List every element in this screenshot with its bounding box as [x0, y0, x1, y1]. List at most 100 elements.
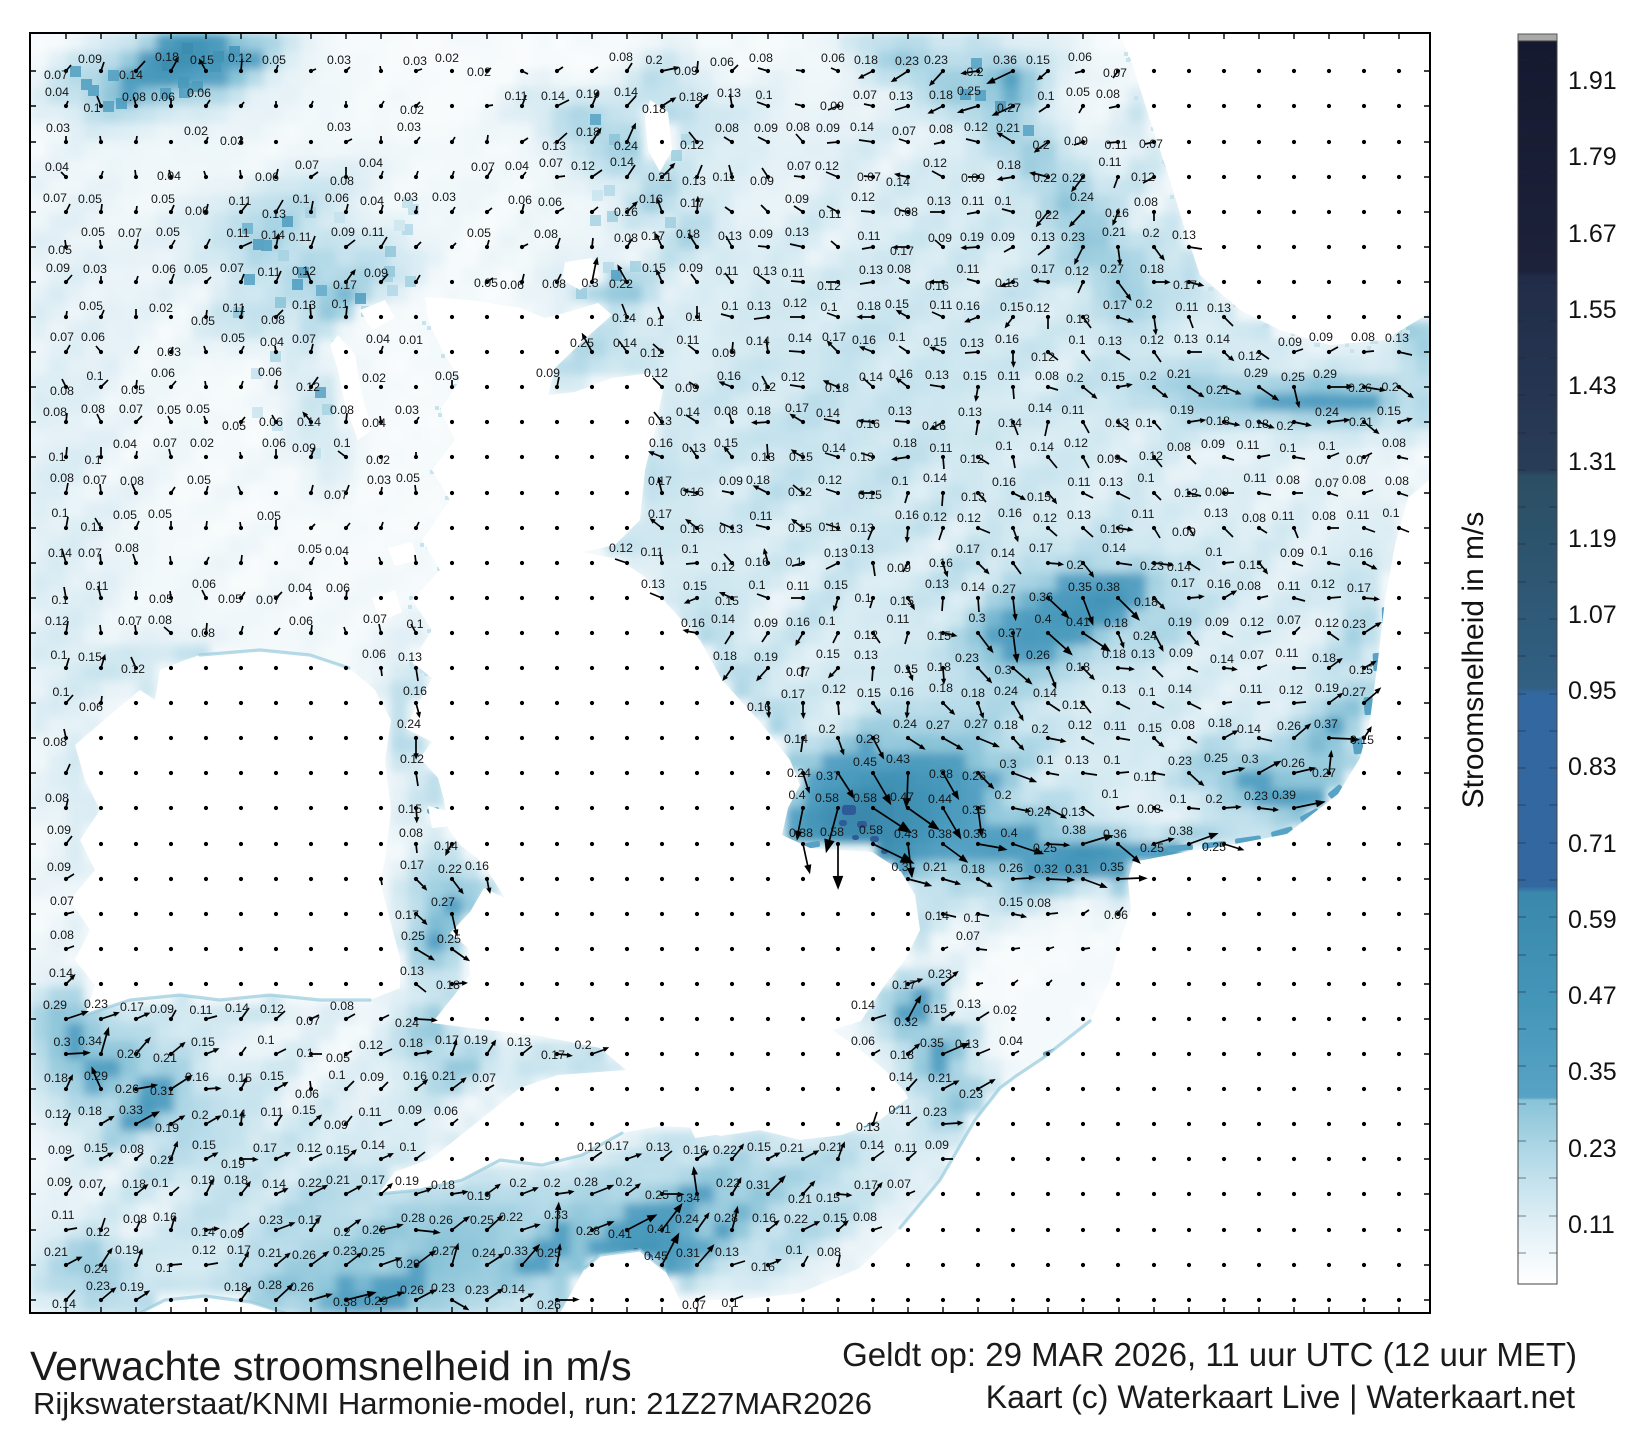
svg-text:0.1: 0.1 — [155, 1261, 172, 1275]
svg-text:0.1: 0.1 — [785, 555, 802, 569]
svg-text:0.09: 0.09 — [536, 366, 560, 380]
svg-text:0.14: 0.14 — [1030, 440, 1054, 454]
svg-text:0.24: 0.24 — [787, 766, 811, 780]
svg-text:0.13: 0.13 — [292, 298, 316, 312]
svg-text:0.04: 0.04 — [325, 544, 349, 558]
svg-text:0.08: 0.08 — [749, 51, 773, 65]
svg-text:0.22: 0.22 — [150, 1153, 174, 1167]
svg-text:0.12: 0.12 — [1139, 449, 1163, 463]
svg-text:0.13: 0.13 — [859, 263, 883, 277]
svg-text:0.17: 0.17 — [1103, 298, 1127, 312]
svg-text:0.15: 0.15 — [857, 686, 881, 700]
svg-text:0.27: 0.27 — [1312, 766, 1336, 780]
svg-text:0.07: 0.07 — [83, 473, 107, 487]
svg-text:0.2: 0.2 — [574, 1038, 591, 1052]
svg-text:0.15: 0.15 — [923, 335, 947, 349]
svg-text:0.24: 0.24 — [397, 717, 421, 731]
svg-text:0.08: 0.08 — [1276, 473, 1300, 487]
svg-text:0.18: 0.18 — [961, 686, 985, 700]
svg-text:0.08: 0.08 — [817, 1245, 841, 1259]
svg-text:0.07: 0.07 — [50, 894, 74, 908]
svg-text:0.11: 0.11 — [1098, 155, 1121, 169]
svg-text:0.24: 0.24 — [1070, 190, 1094, 204]
svg-text:0.06: 0.06 — [185, 204, 209, 218]
svg-text:0.18: 0.18 — [997, 158, 1021, 172]
svg-text:0.08: 0.08 — [43, 735, 67, 749]
svg-text:0.18: 0.18 — [890, 1048, 914, 1062]
svg-text:0.12: 0.12 — [86, 1225, 110, 1239]
svg-text:1.55: 1.55 — [1568, 296, 1617, 324]
svg-text:0.08: 0.08 — [261, 313, 285, 327]
svg-text:0.18: 0.18 — [676, 227, 700, 241]
svg-text:0.2: 0.2 — [818, 722, 835, 736]
svg-text:0.09: 0.09 — [816, 121, 840, 135]
svg-text:0.13: 0.13 — [1385, 331, 1409, 345]
svg-text:0.1: 0.1 — [1135, 416, 1152, 430]
svg-text:0.16: 0.16 — [680, 485, 704, 499]
svg-text:0.23: 0.23 — [1061, 230, 1085, 244]
svg-text:0.28: 0.28 — [258, 1278, 282, 1292]
svg-text:0.36: 0.36 — [1103, 827, 1127, 841]
svg-text:0.35: 0.35 — [1568, 1058, 1617, 1086]
svg-text:0.11: 0.11 — [1133, 770, 1156, 784]
svg-text:0.21: 0.21 — [819, 1140, 843, 1154]
svg-text:0.23: 0.23 — [431, 1281, 455, 1295]
svg-text:0.1: 0.1 — [820, 300, 837, 314]
svg-text:0.12: 0.12 — [1033, 511, 1057, 525]
svg-text:0.21: 0.21 — [928, 1071, 952, 1085]
svg-text:0.24: 0.24 — [1315, 405, 1339, 419]
svg-text:0.09: 0.09 — [712, 346, 736, 360]
svg-text:0.08: 0.08 — [894, 205, 918, 219]
svg-text:0.23: 0.23 — [923, 1105, 947, 1119]
svg-text:0.08: 0.08 — [399, 826, 423, 840]
svg-text:0.11: 0.11 — [1568, 1211, 1615, 1239]
svg-text:0.28: 0.28 — [576, 1224, 600, 1238]
svg-text:0.06: 0.06 — [326, 581, 350, 595]
svg-text:0.15: 0.15 — [398, 802, 422, 816]
svg-text:0.15: 0.15 — [890, 594, 914, 608]
svg-text:0.1: 0.1 — [721, 299, 738, 313]
svg-text:0.17: 0.17 — [605, 1139, 629, 1153]
svg-text:0.12: 0.12 — [228, 51, 252, 65]
svg-text:0.09: 0.09 — [749, 227, 773, 241]
svg-text:0.12: 0.12 — [1031, 350, 1055, 364]
svg-text:0.08: 0.08 — [1385, 474, 1409, 488]
svg-text:0.19: 0.19 — [576, 87, 600, 101]
svg-text:0.05: 0.05 — [48, 243, 72, 257]
svg-text:0.08: 0.08 — [330, 999, 354, 1013]
svg-text:0.15: 0.15 — [1350, 733, 1374, 747]
svg-text:0.13: 0.13 — [747, 299, 771, 313]
svg-text:0.09: 0.09 — [47, 823, 71, 837]
svg-text:0.28: 0.28 — [401, 1211, 425, 1225]
svg-text:0.13: 0.13 — [925, 368, 949, 382]
svg-text:0.07: 0.07 — [1240, 648, 1264, 662]
svg-text:0.11: 0.11 — [956, 262, 979, 276]
svg-text:0.08: 0.08 — [50, 384, 74, 398]
svg-text:0.18: 0.18 — [642, 102, 666, 116]
svg-text:0.11: 0.11 — [504, 89, 527, 103]
svg-text:0.08: 0.08 — [1035, 369, 1059, 383]
svg-text:0.11: 0.11 — [640, 545, 663, 559]
svg-text:0.15: 0.15 — [823, 1211, 847, 1225]
svg-text:0.19: 0.19 — [960, 230, 984, 244]
svg-text:0.1: 0.1 — [888, 330, 905, 344]
svg-text:0.06: 0.06 — [79, 700, 103, 714]
svg-text:0.09: 0.09 — [364, 266, 388, 280]
svg-text:0.1: 0.1 — [328, 1068, 345, 1082]
svg-text:0.26: 0.26 — [1348, 381, 1372, 395]
svg-text:0.14: 0.14 — [991, 546, 1015, 560]
svg-text:0.16: 0.16 — [717, 369, 741, 383]
svg-text:0.16: 0.16 — [922, 419, 946, 433]
svg-text:0.06: 0.06 — [434, 1104, 458, 1118]
svg-text:0.06: 0.06 — [325, 191, 349, 205]
svg-text:0.13: 0.13 — [1067, 508, 1091, 522]
svg-text:0.17: 0.17 — [822, 330, 846, 344]
svg-text:0.02: 0.02 — [149, 301, 173, 315]
svg-text:0.15: 0.15 — [927, 629, 951, 643]
svg-text:0.15: 0.15 — [260, 1069, 284, 1083]
svg-text:0.07: 0.07 — [1315, 476, 1339, 490]
svg-text:0.22: 0.22 — [784, 1212, 808, 1226]
svg-text:0.08: 0.08 — [1096, 87, 1120, 101]
svg-text:0.09: 0.09 — [78, 52, 102, 66]
svg-text:0.15: 0.15 — [78, 650, 102, 664]
